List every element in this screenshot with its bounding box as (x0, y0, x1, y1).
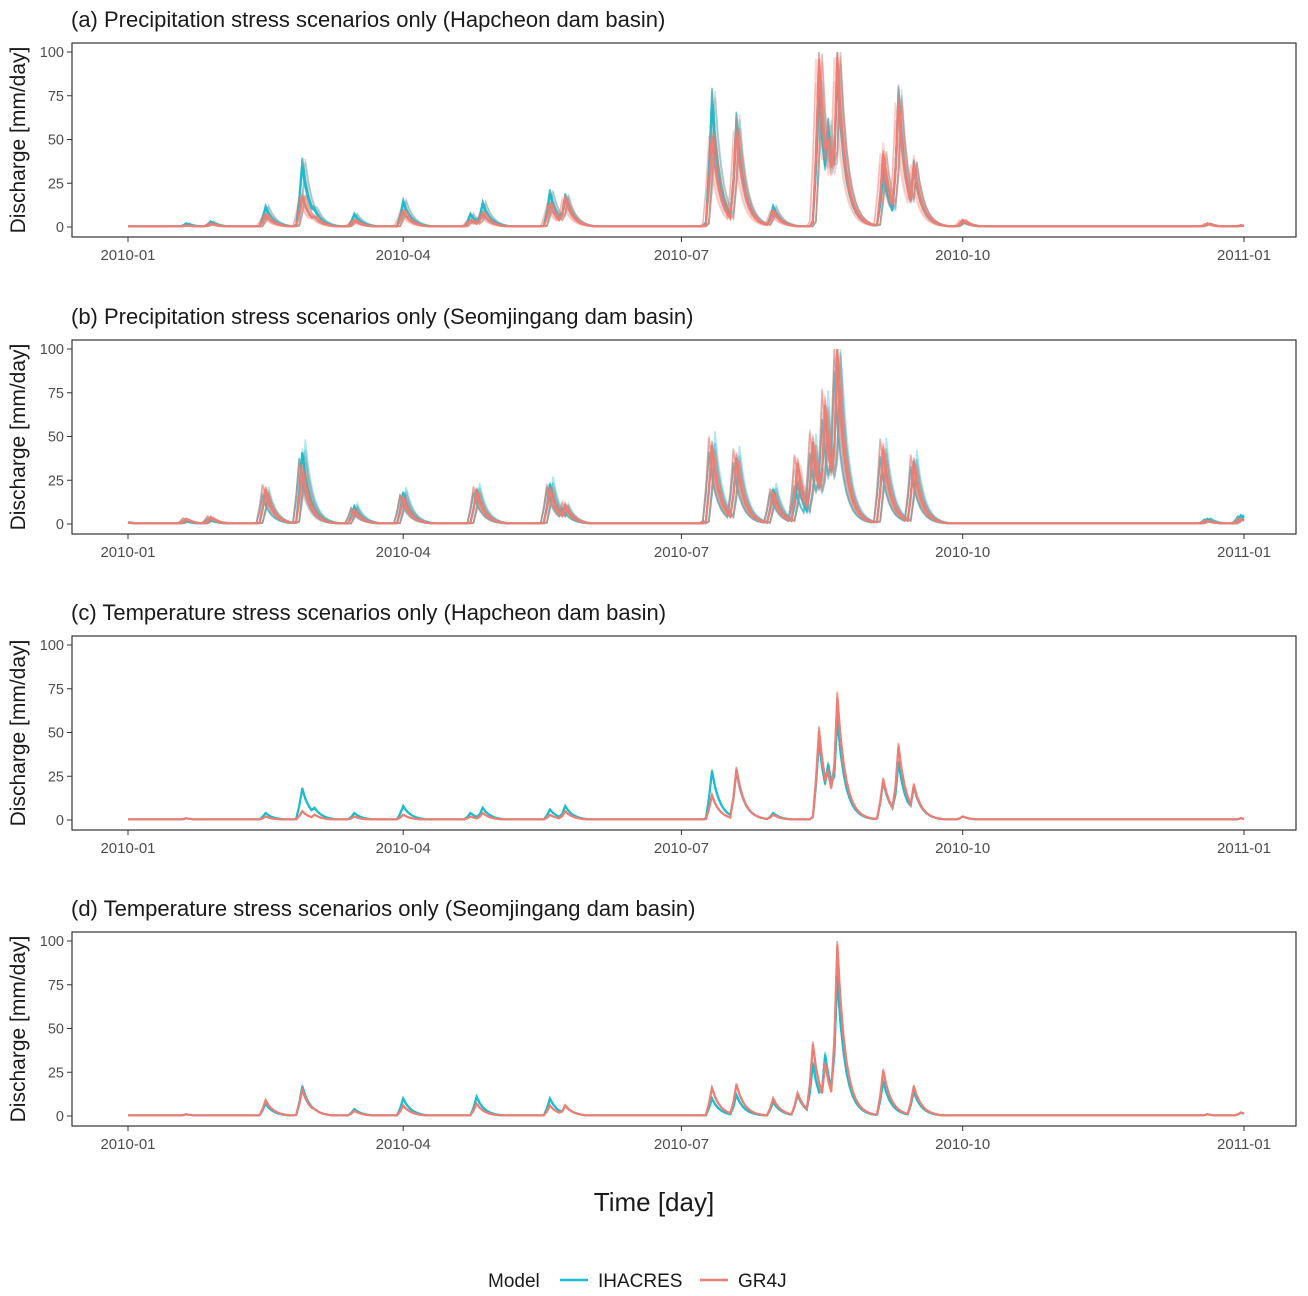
x-tick-label: 2010-01 (100, 247, 155, 264)
y-tick-label: 0 (56, 220, 64, 236)
plot-area (71, 931, 1297, 1127)
y-tick-label: 25 (48, 176, 64, 192)
x-tick-label: 2010-07 (654, 840, 709, 857)
y-tick-label: 100 (40, 45, 64, 61)
x-axis-label: Time [day] (594, 1187, 714, 1217)
panel-a: (a) Precipitation stress scenarios only … (7, 7, 1297, 264)
y-tick-label: 25 (48, 769, 64, 785)
x-tick-label: 2011-01 (1217, 544, 1271, 561)
x-tick-label: 2010-10 (935, 247, 990, 264)
legend-label-ihacres: IHACRES (598, 1271, 682, 1292)
series-group (128, 940, 1245, 1117)
y-tick-label: 50 (48, 1022, 64, 1038)
y-axis-label: Discharge [mm/day] (7, 344, 30, 531)
x-tick-label: 2010-04 (376, 840, 431, 857)
y-tick-label: 0 (56, 1109, 64, 1125)
x-tick-label: 2010-07 (654, 247, 709, 264)
legend-label-gr4j: GR4J (738, 1271, 787, 1292)
y-tick-label: 75 (48, 386, 64, 402)
legend-title: Model (488, 1271, 540, 1292)
series-group (128, 690, 1245, 821)
x-tick-label: 2011-01 (1217, 247, 1271, 264)
x-tick-label: 2011-01 (1217, 840, 1271, 857)
y-tick-label: 75 (48, 89, 64, 105)
x-tick-label: 2010-10 (935, 1136, 990, 1153)
panel-title: (c) Temperature stress scenarios only (H… (71, 600, 666, 625)
panel-b: (b) Precipitation stress scenarios only … (7, 304, 1297, 561)
y-tick-label: 75 (48, 978, 64, 994)
y-tick-label: 0 (56, 813, 64, 829)
series-group (127, 348, 1245, 525)
panel-d: (d) Temperature stress scenarios only (S… (7, 896, 1297, 1153)
panel-title: (a) Precipitation stress scenarios only … (71, 7, 665, 32)
y-tick-label: 25 (48, 1065, 64, 1081)
y-tick-label: 75 (48, 682, 64, 698)
x-tick-label: 2010-01 (100, 1136, 155, 1153)
plot-area (71, 635, 1297, 831)
x-tick-label: 2010-04 (376, 544, 431, 561)
y-tick-label: 50 (48, 430, 64, 446)
x-tick-label: 2010-04 (376, 1136, 431, 1153)
y-axis-label: Discharge [mm/day] (7, 936, 30, 1123)
series-group (128, 51, 1245, 228)
y-tick-label: 50 (48, 133, 64, 149)
x-tick-label: 2010-04 (376, 247, 431, 264)
x-tick-label: 2010-07 (654, 544, 709, 561)
x-tick-label: 2010-10 (935, 544, 990, 561)
x-tick-label: 2010-01 (100, 840, 155, 857)
y-tick-label: 100 (40, 934, 64, 950)
y-axis-label: Discharge [mm/day] (7, 47, 30, 234)
y-tick-label: 50 (48, 726, 64, 742)
panel-title: (d) Temperature stress scenarios only (S… (71, 896, 695, 921)
series-line-gr4j (127, 348, 1245, 525)
y-tick-label: 0 (56, 517, 64, 533)
plot-area (71, 42, 1297, 238)
x-tick-label: 2010-10 (935, 840, 990, 857)
series-line-gr4j (128, 697, 1245, 821)
x-tick-label: 2010-07 (654, 1136, 709, 1153)
y-tick-label: 25 (48, 473, 64, 489)
panel-c: (c) Temperature stress scenarios only (H… (7, 600, 1297, 857)
x-tick-label: 2010-01 (100, 544, 155, 561)
series-line-gr4j (128, 944, 1245, 1117)
y-axis-label: Discharge [mm/day] (7, 640, 30, 827)
x-tick-label: 2011-01 (1217, 1136, 1271, 1153)
plot-area (71, 339, 1297, 535)
y-tick-label: 100 (40, 638, 64, 654)
panel-title: (b) Precipitation stress scenarios only … (71, 304, 693, 329)
y-tick-label: 100 (40, 342, 64, 358)
legend: Model IHACRES GR4J (488, 1271, 787, 1292)
series-line-gr4j (128, 57, 1245, 228)
